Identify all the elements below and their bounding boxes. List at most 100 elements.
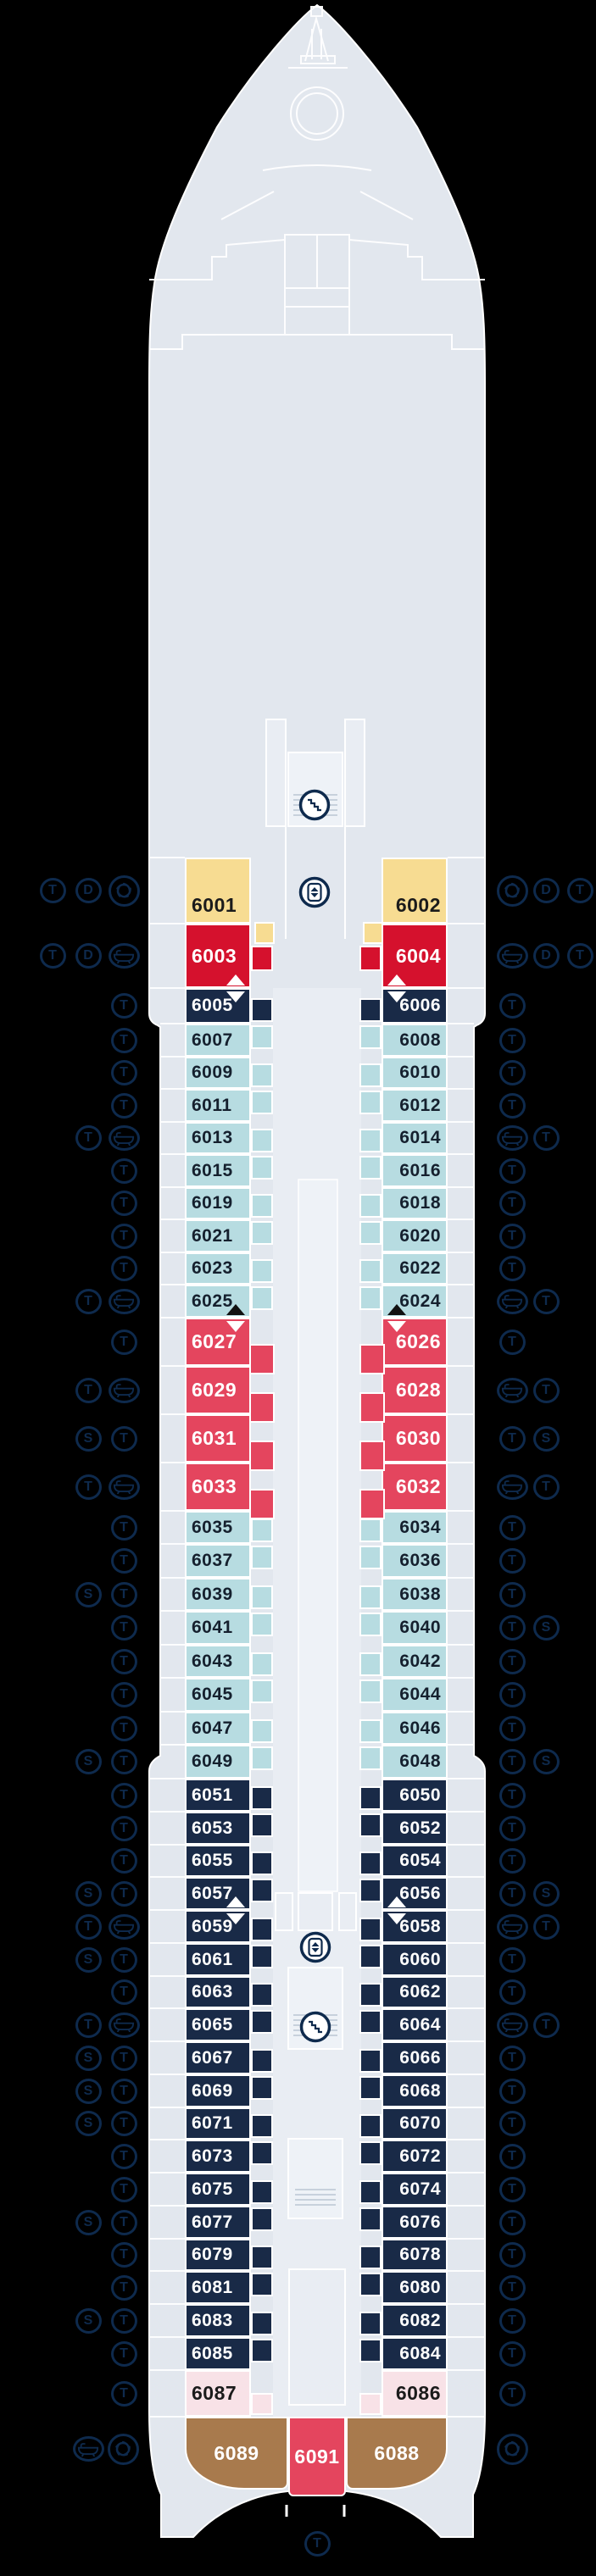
- t-icon: T: [110, 1223, 137, 1249]
- cabin-6001[interactable]: 6001: [185, 858, 251, 924]
- cabin-6037[interactable]: 6037: [185, 1544, 251, 1578]
- cabin-6009[interactable]: 6009: [185, 1057, 251, 1089]
- cabin-6079[interactable]: 6079: [185, 2239, 251, 2271]
- cabin-annex: [359, 1852, 382, 1875]
- cabin-6045[interactable]: 6045: [185, 1678, 251, 1712]
- cabin-annex: [359, 1518, 382, 1542]
- cabin-number: 6084: [399, 2343, 441, 2363]
- bathtub-icon: [108, 1125, 140, 1151]
- cabin-number: 6039: [192, 1584, 233, 1604]
- cabin-6008[interactable]: 6008: [382, 1024, 448, 1057]
- cabin-6002[interactable]: 6002: [382, 858, 448, 924]
- cabin-annex: [251, 1156, 273, 1180]
- cabin-6071[interactable]: 6071: [185, 2107, 251, 2140]
- cabin-6039[interactable]: 6039: [185, 1578, 251, 1611]
- cabin-6074[interactable]: 6074: [382, 2173, 448, 2206]
- cabin-6034[interactable]: 6034: [382, 1511, 448, 1544]
- cabin-6040[interactable]: 6040: [382, 1611, 448, 1645]
- cabin-6067[interactable]: 6067: [185, 2041, 251, 2074]
- t-icon: T: [499, 1682, 526, 1707]
- cabin-6044[interactable]: 6044: [382, 1678, 448, 1712]
- cabin-6068[interactable]: 6068: [382, 2074, 448, 2107]
- t-icon: T: [499, 2045, 526, 2071]
- cabin-6020[interactable]: 6020: [382, 1219, 448, 1252]
- cabin-6041[interactable]: 6041: [185, 1611, 251, 1645]
- cabin-6024[interactable]: 6024: [382, 1285, 448, 1318]
- cabin-6004[interactable]: 6004: [382, 924, 448, 988]
- cabin-6075[interactable]: 6075: [185, 2173, 251, 2206]
- cabin-6056[interactable]: 6056: [382, 1877, 448, 1910]
- cabin-6018[interactable]: 6018: [382, 1187, 448, 1219]
- cabin-6012[interactable]: 6012: [382, 1089, 448, 1122]
- cabin-6031[interactable]: 6031: [185, 1414, 251, 1463]
- cabin-6063[interactable]: 6063: [185, 1976, 251, 2008]
- cabin-6038[interactable]: 6038: [382, 1578, 448, 1611]
- cabin-6043[interactable]: 6043: [185, 1645, 251, 1678]
- cabin-number: 6078: [399, 2245, 441, 2264]
- cabin-number: 6063: [192, 1982, 233, 2001]
- cabin-6010[interactable]: 6010: [382, 1057, 448, 1089]
- cabin-6013[interactable]: 6013: [185, 1122, 251, 1154]
- cabin-6065[interactable]: 6065: [185, 2008, 251, 2041]
- cabin-6081[interactable]: 6081: [185, 2271, 251, 2304]
- cabin-6050[interactable]: 6050: [382, 1779, 448, 1812]
- cabin-6047[interactable]: 6047: [185, 1712, 251, 1745]
- cabin-6084[interactable]: 6084: [382, 2337, 448, 2370]
- cabin-6077[interactable]: 6077: [185, 2206, 251, 2239]
- cabin-6053[interactable]: 6053: [185, 1812, 251, 1845]
- cabin-6030[interactable]: 6030: [382, 1414, 448, 1463]
- cabin-6033[interactable]: 6033: [185, 1463, 251, 1511]
- cabin-6082[interactable]: 6082: [382, 2304, 448, 2337]
- cabin-6023[interactable]: 6023: [185, 1252, 251, 1285]
- cabin-6049[interactable]: 6049: [185, 1745, 251, 1779]
- cabin-6052[interactable]: 6052: [382, 1812, 448, 1845]
- connect-arrow-up: [226, 974, 245, 985]
- cabin-6014[interactable]: 6014: [382, 1122, 448, 1154]
- balcony-divider: [448, 1121, 474, 1123]
- cabin-6027[interactable]: 6027: [185, 1318, 251, 1366]
- cabin-6055[interactable]: 6055: [185, 1845, 251, 1877]
- cabin-6078[interactable]: 6078: [382, 2239, 448, 2271]
- balcony-divider: [160, 1153, 185, 1155]
- cabin-6060[interactable]: 6060: [382, 1943, 448, 1976]
- cabin-6042[interactable]: 6042: [382, 1645, 448, 1678]
- cabin-6062[interactable]: 6062: [382, 1976, 448, 2008]
- cabin-6021[interactable]: 6021: [185, 1219, 251, 1252]
- cabin-6072[interactable]: 6072: [382, 2140, 448, 2173]
- t-icon: T: [75, 1377, 102, 1403]
- cabin-6091[interactable]: 6091: [288, 2417, 346, 2496]
- cabin-6087[interactable]: 6087: [185, 2370, 251, 2417]
- cabin-number: 6056: [399, 1883, 441, 1903]
- cabin-6051[interactable]: 6051: [185, 1779, 251, 1812]
- cabin-6046[interactable]: 6046: [382, 1712, 448, 1745]
- cabin-6064[interactable]: 6064: [382, 2008, 448, 2041]
- cabin-6016[interactable]: 6016: [382, 1154, 448, 1187]
- cabin-6061[interactable]: 6061: [185, 1943, 251, 1976]
- t-icon: T: [110, 2340, 137, 2367]
- cabin-6015[interactable]: 6015: [185, 1154, 251, 1187]
- cabin-annex: [249, 1392, 275, 1423]
- cabin-6022[interactable]: 6022: [382, 1252, 448, 1285]
- cabin-6007[interactable]: 6007: [185, 1024, 251, 1057]
- cabin-6011[interactable]: 6011: [185, 1089, 251, 1122]
- cabin-6028[interactable]: 6028: [382, 1366, 448, 1414]
- cabin-6086[interactable]: 6086: [382, 2370, 448, 2417]
- cabin-6066[interactable]: 6066: [382, 2041, 448, 2074]
- cabin-6076[interactable]: 6076: [382, 2206, 448, 2239]
- cabin-6019[interactable]: 6019: [185, 1187, 251, 1219]
- t-icon: T: [110, 1256, 137, 1281]
- cabin-6035[interactable]: 6035: [185, 1511, 251, 1544]
- cabin-6080[interactable]: 6080: [382, 2271, 448, 2304]
- cabin-6036[interactable]: 6036: [382, 1544, 448, 1578]
- cabin-6032[interactable]: 6032: [382, 1463, 448, 1511]
- cabin-6085[interactable]: 6085: [185, 2337, 251, 2370]
- cabin-6069[interactable]: 6069: [185, 2074, 251, 2107]
- balcony-divider: [160, 1677, 185, 1679]
- cabin-6029[interactable]: 6029: [185, 1366, 251, 1414]
- cabin-6083[interactable]: 6083: [185, 2304, 251, 2337]
- cabin-6054[interactable]: 6054: [382, 1845, 448, 1877]
- cabin-6089[interactable]: 6089: [185, 2417, 288, 2490]
- cabin-6073[interactable]: 6073: [185, 2140, 251, 2173]
- cabin-6048[interactable]: 6048: [382, 1745, 448, 1779]
- cabin-6070[interactable]: 6070: [382, 2107, 448, 2140]
